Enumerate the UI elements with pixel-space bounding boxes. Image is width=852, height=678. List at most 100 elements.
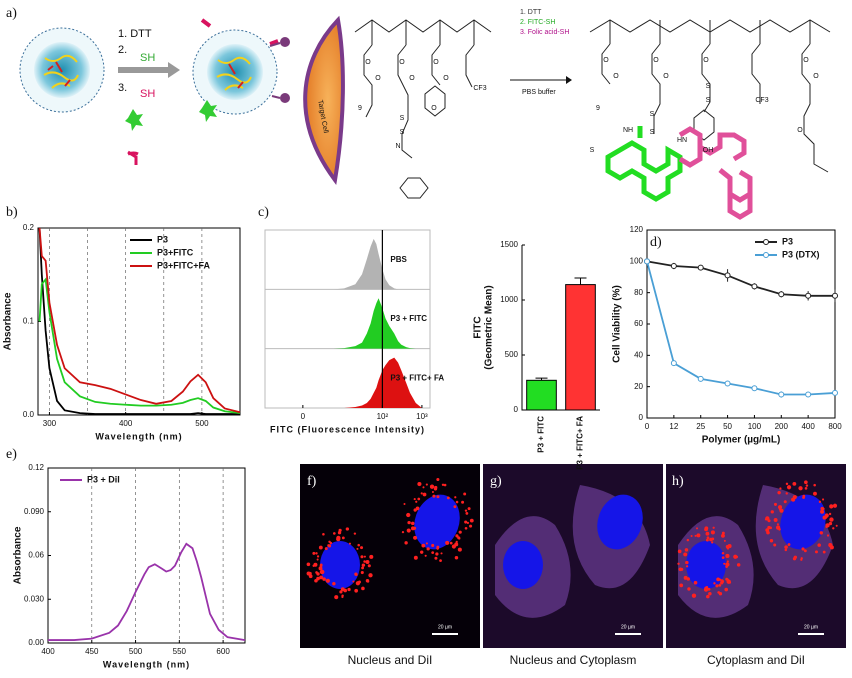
thiol-label: SH (140, 52, 155, 64)
spot (355, 573, 358, 576)
spot (469, 524, 473, 528)
spot (324, 547, 328, 551)
spot (451, 544, 457, 549)
fa-icon (127, 150, 139, 165)
spot (434, 556, 438, 560)
spot (341, 595, 344, 599)
x-tick-label: 600 (216, 647, 230, 656)
y-tick-label: 80 (634, 288, 643, 297)
spot (415, 500, 418, 503)
x-tick-label: 400 (801, 422, 815, 431)
spot (432, 494, 436, 498)
panel-label: h) (672, 474, 684, 489)
x-tick-label: 25 (696, 422, 705, 431)
caption: Nucleus and DiI (348, 653, 433, 667)
y-axis-label: Absorbance (13, 526, 24, 584)
spot (713, 582, 716, 585)
legend-label: P3+FITC+FA (157, 260, 211, 270)
spot (817, 543, 821, 547)
atom-label: O (443, 75, 449, 82)
microscopy (300, 464, 846, 648)
x-tick-label: 500 (129, 647, 143, 656)
spot (678, 567, 683, 572)
spot (366, 560, 370, 564)
x-tick-label: 10³ (416, 412, 428, 421)
spot (828, 512, 832, 516)
spot (367, 564, 371, 568)
spot (413, 498, 416, 501)
atom-label: O (663, 73, 669, 80)
spot (721, 556, 725, 560)
atom-label: O (803, 57, 809, 64)
point (644, 258, 650, 265)
spot (690, 535, 693, 538)
spot (829, 504, 834, 509)
spot (325, 578, 330, 583)
spot (361, 563, 366, 567)
spot (341, 536, 345, 540)
x-tick-label: 550 (173, 647, 187, 656)
spot (829, 517, 834, 522)
y-tick-label: 0.090 (24, 507, 45, 516)
spot (306, 562, 311, 567)
reaction-step: 3. Folic acid-SH (520, 29, 569, 36)
error-bar (535, 377, 548, 381)
x-axis-label: Polymer (µg/mL) (702, 435, 781, 446)
spot (779, 487, 782, 490)
point (751, 283, 758, 290)
spot (345, 527, 350, 531)
spot (319, 564, 323, 568)
atom-label: S (650, 111, 655, 118)
spot (410, 526, 415, 531)
bar (526, 379, 557, 411)
histogram-area (333, 357, 422, 408)
x-tick-label: 450 (85, 647, 99, 656)
atom-label: S (650, 129, 655, 136)
thiol-label: SH (140, 88, 155, 100)
spot (728, 581, 732, 584)
spot (368, 573, 373, 578)
legend-label: P3 (DTX) (782, 249, 820, 259)
legend-label: P3 + DiI (87, 474, 120, 484)
spot (685, 565, 689, 568)
spot (320, 569, 325, 575)
spot (704, 526, 709, 531)
spot (793, 555, 798, 559)
spot (422, 492, 427, 497)
spot (785, 492, 788, 495)
spot (717, 591, 721, 594)
spot (694, 534, 697, 537)
atom-label: O (399, 59, 405, 66)
spot (435, 552, 439, 556)
atom-label: O (375, 75, 381, 82)
atom-label: O (797, 127, 803, 134)
spot (784, 548, 788, 552)
spot (457, 547, 462, 552)
atom-label: N (395, 143, 400, 150)
spot (413, 555, 418, 560)
atom-label: O (813, 73, 819, 80)
series-line (38, 277, 241, 415)
atom-label: 9 (358, 105, 362, 112)
spot (357, 543, 360, 547)
caption: Nucleus and Cytoplasm (510, 653, 637, 667)
spot (422, 486, 425, 489)
point (778, 391, 785, 398)
spot (687, 587, 691, 591)
atom-label: S (400, 129, 405, 136)
atom-label: S (706, 83, 711, 90)
x-tick-label: 100 (748, 422, 762, 431)
spot (820, 509, 825, 514)
spot (318, 566, 323, 571)
series-line (38, 227, 240, 415)
spot (426, 547, 430, 551)
series-label: PBS (390, 255, 407, 264)
point (832, 389, 838, 396)
x-axis-label: FITC (Fluorescence Intensity) (270, 424, 425, 434)
x-tick-label: P3 + FITC+ FA (576, 416, 585, 470)
spot (436, 495, 440, 499)
atom-label: S (400, 115, 405, 122)
spot (683, 552, 688, 557)
spot (715, 584, 719, 588)
spot (340, 587, 345, 592)
